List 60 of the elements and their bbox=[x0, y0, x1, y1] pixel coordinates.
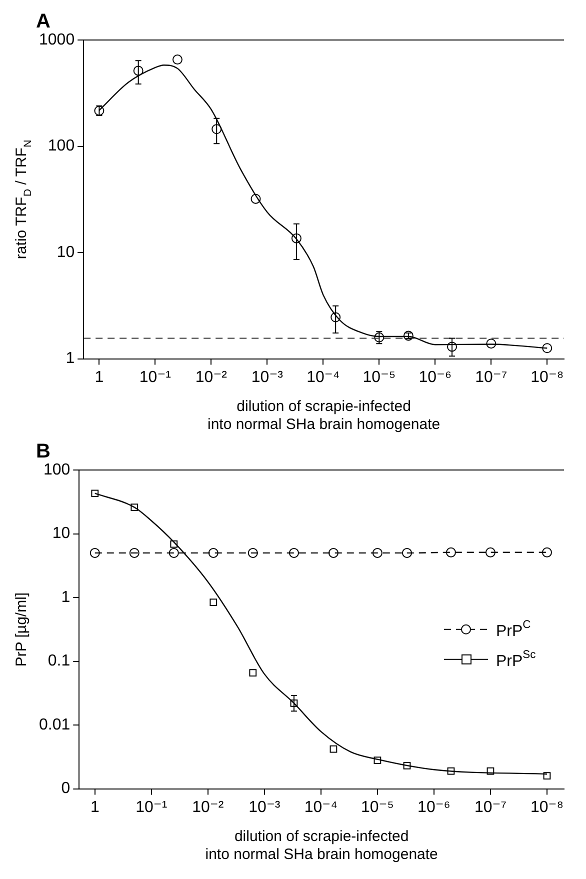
x-tick-label: 10⁻⁴ bbox=[306, 368, 340, 386]
x-tick-label: 1 bbox=[90, 798, 100, 816]
y-tick-label: 0.1 bbox=[48, 652, 70, 670]
chart-title: A bbox=[36, 10, 50, 33]
x-tick-label: 10⁻⁸ bbox=[530, 798, 564, 816]
x-tick-label: 10⁻⁵ bbox=[362, 368, 396, 386]
x-tick-label: 10⁻⁴ bbox=[304, 798, 338, 816]
point bbox=[168, 548, 179, 558]
y-axis-title: PrP [µg/ml] bbox=[13, 592, 30, 667]
x-tick-label: 10⁻² bbox=[192, 798, 224, 816]
x-tick-label: 10⁻² bbox=[195, 368, 228, 386]
point bbox=[248, 548, 258, 558]
point bbox=[210, 598, 218, 606]
y-axis-title: ratio TRFD / TRFN bbox=[13, 140, 34, 260]
point bbox=[91, 490, 99, 498]
x-tick-label: 10⁻¹ bbox=[139, 368, 171, 386]
x-tick-label: 10⁻⁵ bbox=[361, 798, 394, 816]
x-tick-label: 10⁻⁸ bbox=[530, 368, 564, 386]
point bbox=[172, 54, 182, 65]
x-tick-label: 10⁻³ bbox=[251, 368, 284, 386]
chart-title: B bbox=[36, 440, 50, 463]
x-tick-label: 10⁻⁶ bbox=[418, 368, 452, 386]
point bbox=[130, 504, 138, 511]
x-tick-label: 10⁻¹ bbox=[136, 798, 168, 816]
point bbox=[250, 194, 261, 204]
x-tick-label: 10⁻⁷ bbox=[475, 368, 508, 386]
point bbox=[129, 548, 140, 558]
x-axis-title: dilution of scrapie-infected into normal SHa brain homogenate bbox=[207, 398, 440, 434]
point bbox=[330, 745, 338, 753]
x-axis-title: dilution of scrapie-infected into normal SHa brain homogenate bbox=[205, 828, 438, 864]
point bbox=[133, 66, 144, 76]
point bbox=[486, 767, 494, 775]
point bbox=[212, 124, 222, 134]
point bbox=[486, 338, 496, 349]
point bbox=[328, 548, 338, 558]
point bbox=[90, 548, 100, 558]
y-tick-label: 100 bbox=[48, 138, 75, 155]
y-tick-label: 10 bbox=[52, 525, 70, 542]
y-tick-label: 1 bbox=[66, 350, 75, 368]
point bbox=[249, 669, 257, 676]
x-tick-label: 10⁻⁷ bbox=[474, 798, 507, 816]
point bbox=[485, 547, 496, 558]
point bbox=[170, 540, 178, 548]
y-tick-label: 1000 bbox=[39, 31, 75, 48]
point bbox=[291, 233, 302, 244]
y-tick-label: 0 bbox=[61, 780, 70, 798]
point bbox=[330, 312, 341, 322]
point bbox=[447, 767, 455, 775]
y-tick-label: 1 bbox=[61, 588, 70, 606]
point bbox=[447, 342, 458, 352]
x-tick-label: 10⁻⁶ bbox=[418, 798, 450, 816]
y-tick-label: 0.01 bbox=[39, 716, 70, 734]
point bbox=[290, 700, 298, 707]
point bbox=[446, 547, 456, 558]
point bbox=[288, 548, 299, 558]
x-tick-label: 10⁻³ bbox=[248, 798, 281, 816]
x-tick-label: 1 bbox=[94, 368, 104, 386]
y-tick-label: 10 bbox=[56, 244, 75, 261]
y-tick-label: 100 bbox=[43, 461, 70, 478]
point bbox=[208, 548, 218, 558]
